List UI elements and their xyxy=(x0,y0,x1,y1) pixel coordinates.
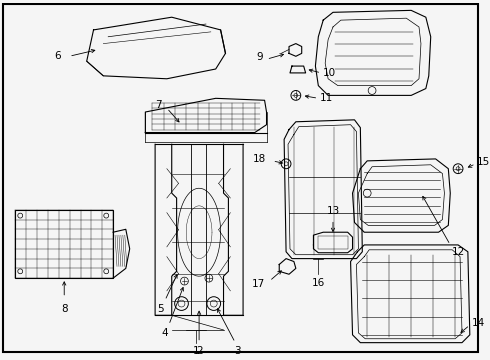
Text: 11: 11 xyxy=(320,93,334,103)
Text: 15: 15 xyxy=(477,157,490,167)
Text: 2: 2 xyxy=(196,346,202,356)
Text: 6: 6 xyxy=(55,51,61,61)
Text: 3: 3 xyxy=(234,346,241,356)
Text: 12: 12 xyxy=(452,247,466,257)
Text: 13: 13 xyxy=(326,206,340,216)
Text: 17: 17 xyxy=(251,279,265,289)
Text: 16: 16 xyxy=(312,278,325,288)
Text: 14: 14 xyxy=(472,318,485,328)
Text: 18: 18 xyxy=(253,154,267,164)
Text: 7: 7 xyxy=(155,100,162,110)
Text: 8: 8 xyxy=(61,303,68,314)
Text: 9: 9 xyxy=(256,52,263,62)
Text: 1: 1 xyxy=(193,346,199,356)
Text: 5: 5 xyxy=(158,303,164,314)
Text: 10: 10 xyxy=(323,68,336,78)
Bar xyxy=(15,210,113,278)
Text: 4: 4 xyxy=(162,328,168,338)
Bar xyxy=(318,236,347,249)
